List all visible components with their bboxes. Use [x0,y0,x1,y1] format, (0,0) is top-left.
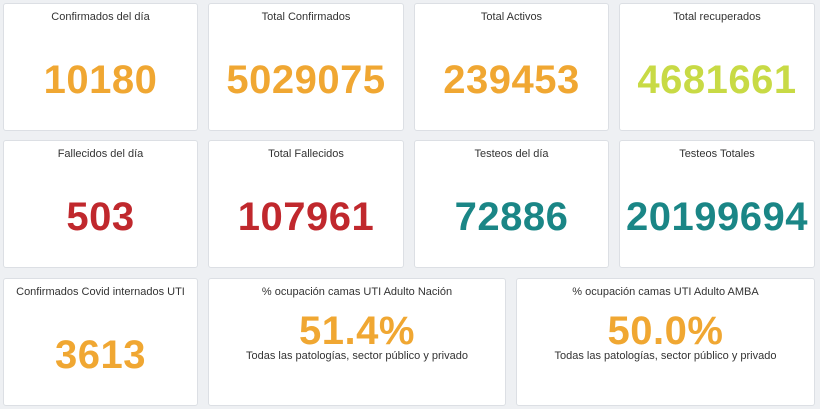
card-value: 107961 [237,195,375,239]
card-title: % ocupación camas UTI Adulto AMBA [572,286,759,298]
card-value: 10180 [43,58,158,102]
card-value: 50.0% [607,309,724,353]
card-title: Confirmados del día [51,11,150,23]
kpi-card: Testeos del día 72886 [414,140,609,268]
card-value: 239453 [443,58,580,102]
card-title: Total recuperados [673,11,761,23]
card-title: Total Fallecidos [268,148,344,160]
card-title: Testeos del día [474,148,549,160]
kpi-card: Total Confirmados 5029075 [208,3,404,131]
card-value: 72886 [454,195,569,239]
card-title: Fallecidos del día [57,148,144,160]
kpi-card: Confirmados Covid internados UTI 3613 [3,278,198,406]
card-value: 503 [66,195,135,239]
kpi-card: Confirmados del día 10180 [3,3,198,131]
kpi-card: Total recuperados 4681661 [619,3,815,131]
card-title: Confirmados Covid internados UTI [16,286,185,298]
kpi-card: % ocupación camas UTI Adulto Nación 51.4%… [208,278,506,406]
kpi-card: Testeos Totales 20199694 [619,140,815,268]
kpi-card: % ocupación camas UTI Adulto AMBA 50.0% To… [516,278,815,406]
card-subtitle: Todas las patologías, sector público y p… [554,350,777,362]
card-value: 20199694 [626,195,808,239]
kpi-card: Fallecidos del día 503 [3,140,198,268]
card-title: Total Activos [480,11,543,23]
card-value: 3613 [55,333,146,377]
kpi-card: Total Activos 239453 [414,3,609,131]
kpi-card: Total Fallecidos 107961 [208,140,404,268]
card-value: 4681661 [637,58,797,102]
card-subtitle: Todas las patologías, sector público y p… [246,350,468,362]
card-title: Testeos Totales [679,148,755,160]
card-value: 51.4% [299,309,415,353]
card-title: % ocupación camas UTI Adulto Nación [261,286,453,298]
card-title: Total Confirmados [261,11,351,23]
card-value: 5029075 [226,58,386,102]
